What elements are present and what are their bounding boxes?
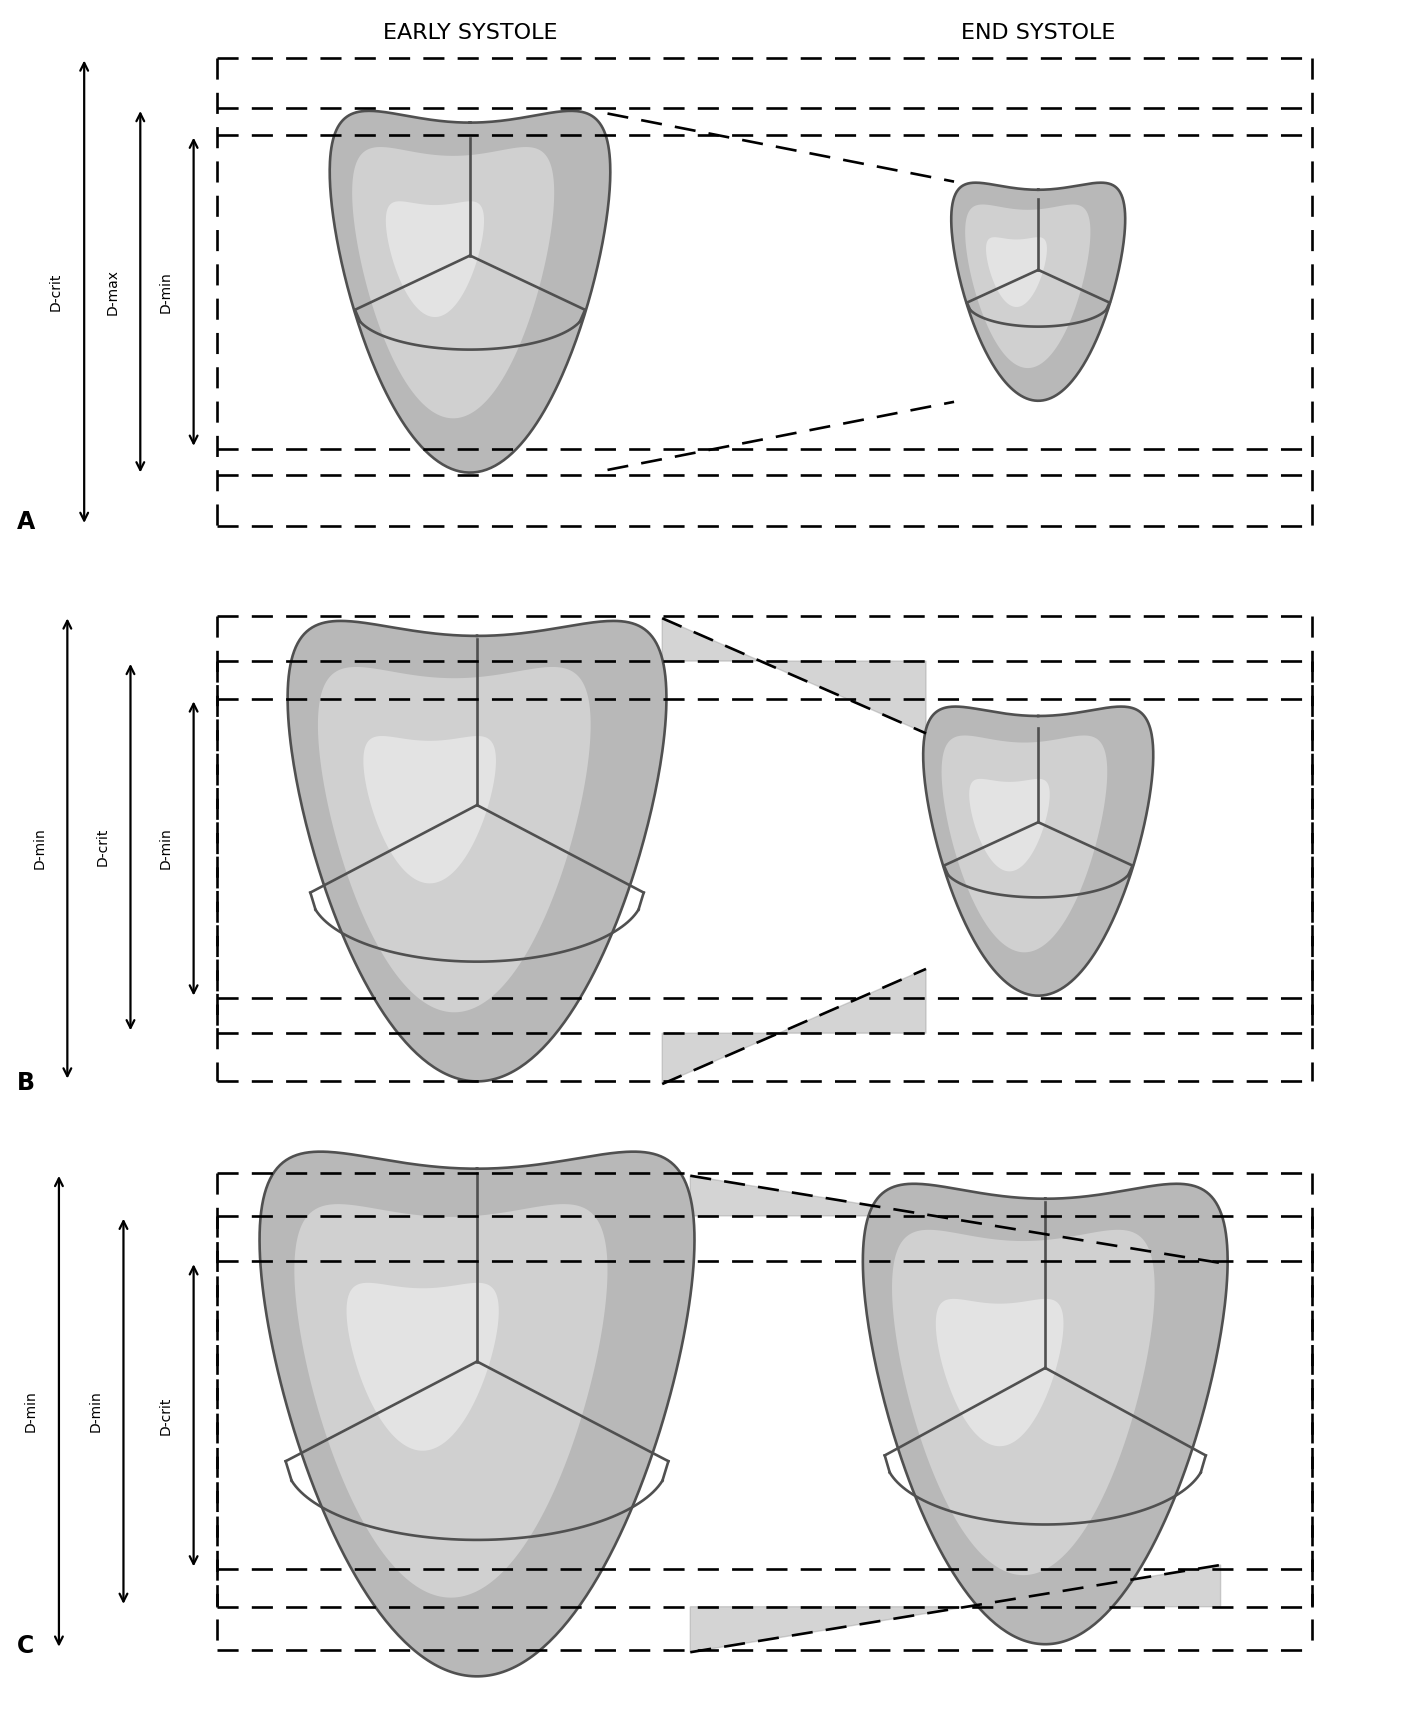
Polygon shape <box>347 1284 498 1450</box>
Text: D-crit: D-crit <box>49 273 63 311</box>
Polygon shape <box>923 707 1153 995</box>
Text: END SYSTOLE: END SYSTOLE <box>961 22 1115 43</box>
Polygon shape <box>941 736 1107 952</box>
Text: D-crit: D-crit <box>159 1397 173 1435</box>
Text: D-min: D-min <box>32 827 46 870</box>
Polygon shape <box>986 237 1047 307</box>
Text: C: C <box>17 1634 34 1658</box>
Polygon shape <box>352 148 554 419</box>
Text: A: A <box>17 510 35 534</box>
Polygon shape <box>969 779 1049 872</box>
Text: D-min: D-min <box>159 271 173 312</box>
Text: D-min: D-min <box>88 1390 102 1433</box>
Polygon shape <box>662 970 926 1085</box>
Text: D-max: D-max <box>105 269 119 314</box>
Text: D-min: D-min <box>24 1390 38 1433</box>
Polygon shape <box>936 1299 1063 1447</box>
Polygon shape <box>690 1565 1221 1653</box>
Polygon shape <box>363 736 495 884</box>
Polygon shape <box>318 668 591 1012</box>
Text: D-crit: D-crit <box>95 827 109 867</box>
Text: B: B <box>17 1071 35 1095</box>
Polygon shape <box>965 204 1090 367</box>
Polygon shape <box>951 182 1125 402</box>
Polygon shape <box>288 621 666 1081</box>
Polygon shape <box>863 1184 1228 1644</box>
Text: D-min: D-min <box>159 827 173 870</box>
Polygon shape <box>260 1151 694 1677</box>
Polygon shape <box>662 618 926 733</box>
Polygon shape <box>386 201 484 317</box>
Text: EARLY SYSTOLE: EARLY SYSTOLE <box>383 22 557 43</box>
Polygon shape <box>690 1175 1221 1263</box>
Polygon shape <box>295 1205 607 1598</box>
Polygon shape <box>330 112 610 472</box>
Polygon shape <box>892 1230 1155 1575</box>
